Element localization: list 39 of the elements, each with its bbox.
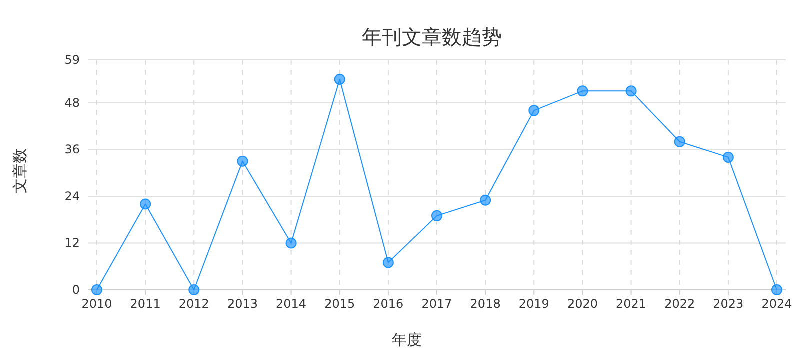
point (528, 105, 540, 116)
chart-title: 年刊文章数趋势 (362, 25, 502, 49)
point (674, 136, 686, 148)
x-tick-label: 2017 (422, 297, 452, 311)
x-tick-label: 2016 (373, 297, 404, 311)
point (626, 86, 637, 97)
x-tick-label: 2022 (664, 297, 696, 311)
point (722, 152, 734, 163)
y-tick-label: 36 (64, 142, 80, 157)
point (577, 86, 588, 97)
x-tick-label: 2019 (518, 297, 550, 311)
y-tick-label: 24 (64, 189, 80, 204)
point (432, 210, 442, 222)
y-axis-title: 文章数 (11, 148, 29, 194)
x-tick-label: 2021 (616, 297, 647, 311)
point (286, 238, 297, 249)
point (237, 156, 248, 167)
y-tick-label: 59 (64, 53, 80, 67)
point (188, 284, 200, 296)
point (480, 194, 492, 206)
point (140, 198, 152, 210)
x-tick-label: 2011 (130, 297, 161, 311)
x-tick-label: 2014 (276, 297, 307, 311)
x-tick-label: 2024 (762, 297, 792, 311)
x-tick-label: 2018 (470, 297, 501, 311)
point (334, 74, 346, 85)
y-tick-label: 12 (64, 236, 80, 250)
x-tick-label: 2013 (227, 297, 258, 311)
point (382, 257, 394, 268)
y-tick-label: 48 (64, 96, 80, 110)
x-tick-label: 2023 (713, 297, 744, 311)
point (92, 284, 102, 296)
point (772, 284, 782, 296)
x-tick-label: 2015 (324, 297, 356, 311)
x-tick-label: 2012 (178, 297, 210, 311)
y-tick-label: 0 (72, 283, 80, 297)
x-tick-label: 2020 (567, 297, 598, 311)
x-tick-label: 2010 (82, 297, 112, 311)
x-axis-title: 年度 (392, 331, 422, 349)
